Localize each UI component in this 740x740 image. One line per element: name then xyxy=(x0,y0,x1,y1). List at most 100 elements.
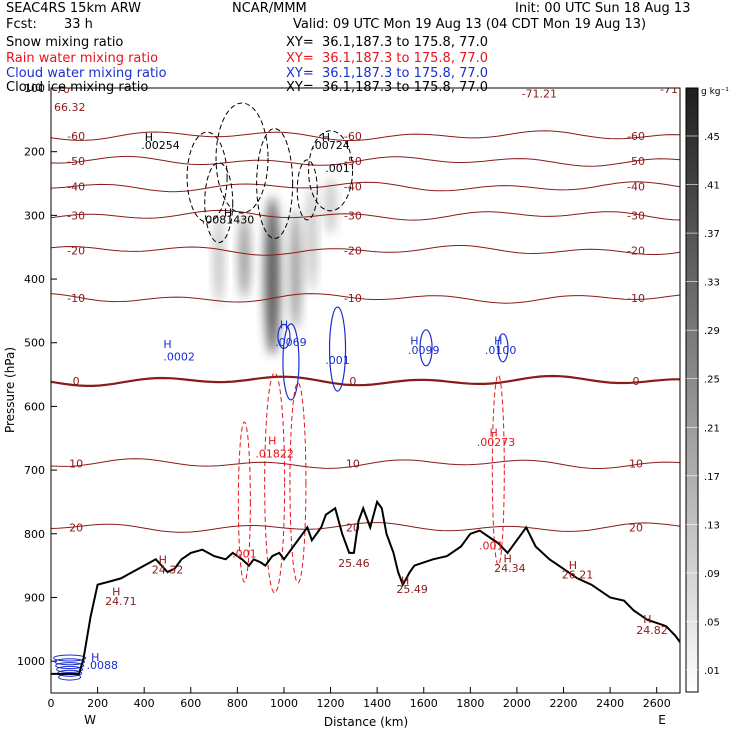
cloud-water-contour xyxy=(54,658,86,666)
y-tick-label: 700 xyxy=(24,464,45,477)
colorbar-unit: g kg⁻¹ xyxy=(701,87,729,97)
isotherm-label: 10 xyxy=(346,458,360,471)
x-tick-label: 1400 xyxy=(363,697,391,710)
plot-frame xyxy=(50,87,681,694)
cloud-water-contour xyxy=(419,329,433,367)
maximum-label: H xyxy=(91,651,99,664)
isotherm-label: 10 xyxy=(629,458,643,471)
field-xy-rain: XY= 36.1,187.3 to 175.8, 77.0 xyxy=(286,51,489,66)
colorbar-tick-label: .01 xyxy=(704,666,720,677)
cloud-water-contour xyxy=(497,333,509,363)
isotherm-label: 10 xyxy=(69,458,83,471)
maximum-label: H xyxy=(112,586,120,599)
maximum-label: H xyxy=(503,552,511,565)
y-tick-label: 100 xyxy=(24,82,45,95)
y-tick-label: 600 xyxy=(24,400,45,413)
rain-contour xyxy=(264,372,286,594)
cloud-water-contour xyxy=(53,654,87,662)
isotherm-label: 0 xyxy=(73,375,80,388)
x-tick-label: 2000 xyxy=(503,697,531,710)
maximum-label: H xyxy=(569,559,577,572)
rain-contour xyxy=(491,374,505,566)
y-axis-title: Pressure (hPa) xyxy=(3,347,17,433)
east-label: E xyxy=(658,713,666,727)
colorbar-tick-label: .13 xyxy=(704,520,720,531)
snow-shading xyxy=(289,209,302,330)
x-tick-label: 1200 xyxy=(317,697,345,710)
isotherm-label: 20 xyxy=(69,521,83,534)
maximum-label: H xyxy=(224,207,232,220)
y-tick-label: 500 xyxy=(24,337,45,350)
isotherm-label: -70 xyxy=(52,83,70,96)
maximum-label: .0081430 xyxy=(202,214,255,227)
ice-contour xyxy=(308,130,354,212)
ice-contour xyxy=(204,162,234,244)
ice-contour xyxy=(215,102,269,214)
isotherm-label: -50 xyxy=(627,155,645,168)
maximum-label: H xyxy=(145,131,153,144)
isotherm-label: -10 xyxy=(344,292,362,305)
x-tick-label: 200 xyxy=(87,697,108,710)
maximum-label: .001 xyxy=(325,354,350,367)
isotherm-label: -50 xyxy=(344,155,362,168)
isotherm-label: -20 xyxy=(67,244,85,257)
snow-shading xyxy=(306,183,317,292)
maximum-label: .01822 xyxy=(255,447,294,460)
field-label-snow: Snow mixing ratio xyxy=(6,35,124,50)
maximum-label: H xyxy=(280,319,288,332)
field-label-rain: Rain water mixing ratio xyxy=(6,51,159,66)
rain-contour xyxy=(237,421,251,583)
isotherm-label: -20 xyxy=(627,244,645,257)
isotherm-line xyxy=(51,209,680,221)
isotherm-label: 0 xyxy=(632,375,639,388)
colorbar-tick-label: .45 xyxy=(704,132,720,143)
isotherm-label: -40 xyxy=(344,181,362,194)
snow-shading xyxy=(238,215,251,299)
west-label: W xyxy=(84,713,96,727)
maximum-label: H xyxy=(410,335,418,348)
forecast-value: 33 h xyxy=(64,17,93,32)
maximum-label: .001 xyxy=(479,540,504,553)
y-tick-label: 1000 xyxy=(17,655,45,668)
colorbar-tick-label: .17 xyxy=(704,472,720,483)
cloud-water-contour xyxy=(55,662,85,670)
maximum-label: .001 xyxy=(325,162,350,175)
x-axis-title: Distance (km) xyxy=(324,715,408,729)
cloud-water-contour xyxy=(282,323,300,401)
colorbar-tick-label: .05 xyxy=(704,617,720,628)
maximum-label: H xyxy=(489,426,497,439)
colorbar xyxy=(685,87,699,693)
isotherm-label: -30 xyxy=(344,209,362,222)
tropopause-label: 66.32 xyxy=(54,101,86,114)
minimum-label: -71.21 xyxy=(522,87,557,100)
x-tick-label: 1000 xyxy=(270,697,298,710)
isotherm-line xyxy=(51,374,680,387)
isotherm-label: -40 xyxy=(67,181,85,194)
rain-contour xyxy=(289,382,307,584)
colorbar-tick-label: .21 xyxy=(704,423,720,434)
isotherm-label: -60 xyxy=(67,130,85,143)
maximum-label: H xyxy=(401,575,409,588)
maximum-label: .001 xyxy=(232,547,257,560)
isotherm-line xyxy=(51,522,680,533)
snow-shading xyxy=(324,177,337,235)
colorbar-tick-label: .41 xyxy=(704,181,720,192)
maximum-label: 24.82 xyxy=(636,624,668,637)
model-title: SEAC4RS 15km ARW xyxy=(6,1,142,16)
isotherm-label: 20 xyxy=(629,521,643,534)
x-tick-label: 1600 xyxy=(410,697,438,710)
ice-contour xyxy=(256,128,294,240)
isotherm-label: -30 xyxy=(67,209,85,222)
maximum-label: 24.34 xyxy=(494,562,526,575)
y-tick-label: 200 xyxy=(24,146,45,159)
y-tick-label: 900 xyxy=(24,591,45,604)
isotherm-line xyxy=(51,458,680,470)
snow-shading xyxy=(213,215,224,305)
isotherm-label: -50 xyxy=(67,155,85,168)
maximum-label: H xyxy=(163,338,171,351)
forecast-label: Fcst: xyxy=(6,17,37,32)
x-tick-label: 1800 xyxy=(456,697,484,710)
snow-shading xyxy=(264,196,281,356)
colorbar-tick-label: .25 xyxy=(704,375,720,386)
